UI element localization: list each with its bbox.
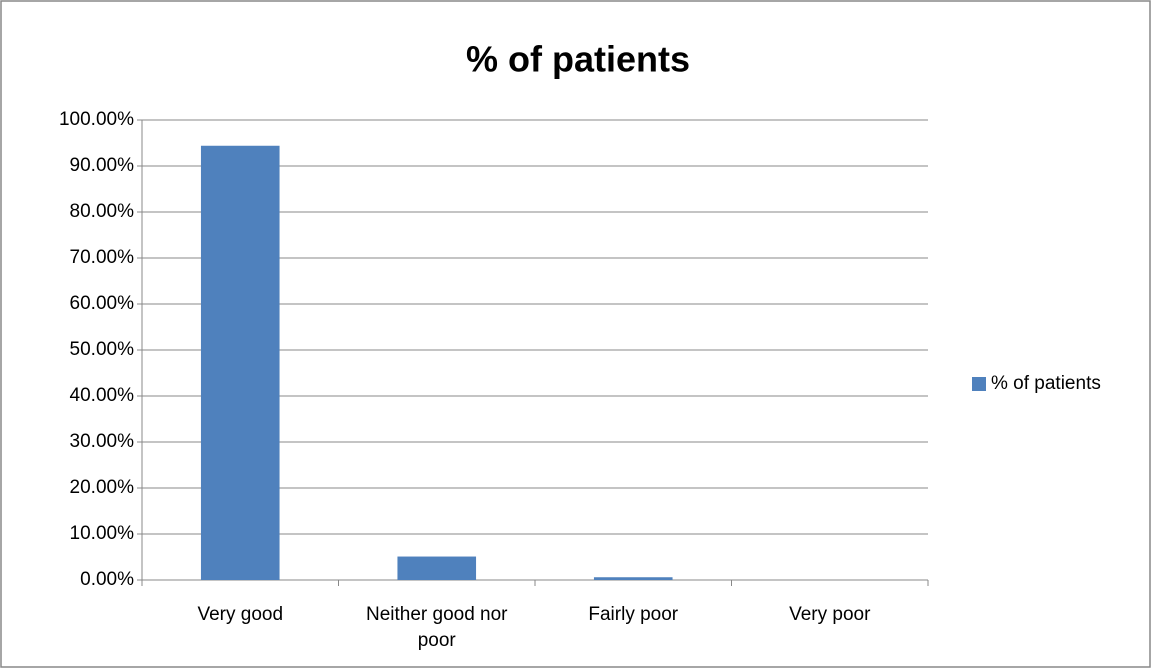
y-tick-label: 60.00%: [70, 293, 135, 314]
y-tick-label: 40.00%: [70, 385, 135, 406]
bar: [593, 577, 673, 580]
y-tick-label: 100.00%: [59, 109, 134, 130]
bar: [397, 556, 477, 580]
legend-label: % of patients: [991, 373, 1101, 394]
y-tick-label: 0.00%: [80, 569, 134, 590]
y-tick-label: 20.00%: [70, 477, 135, 498]
y-tick-label: 80.00%: [70, 201, 135, 222]
y-tick-label: 70.00%: [70, 247, 135, 268]
y-tick-label: 50.00%: [70, 339, 135, 360]
bar: [200, 145, 280, 580]
legend-swatch: [972, 377, 986, 391]
y-tick-label: 30.00%: [70, 431, 135, 452]
x-tick-label: Neither good nor poor: [365, 604, 508, 651]
x-tick-label: Very good: [197, 604, 284, 625]
chart-title: % of patients: [466, 39, 690, 80]
y-tick-label: 10.00%: [70, 523, 135, 544]
y-tick-label: 90.00%: [70, 155, 135, 176]
x-tick-label: Very poor: [789, 604, 871, 625]
x-tick-label: Fairly poor: [588, 604, 679, 625]
